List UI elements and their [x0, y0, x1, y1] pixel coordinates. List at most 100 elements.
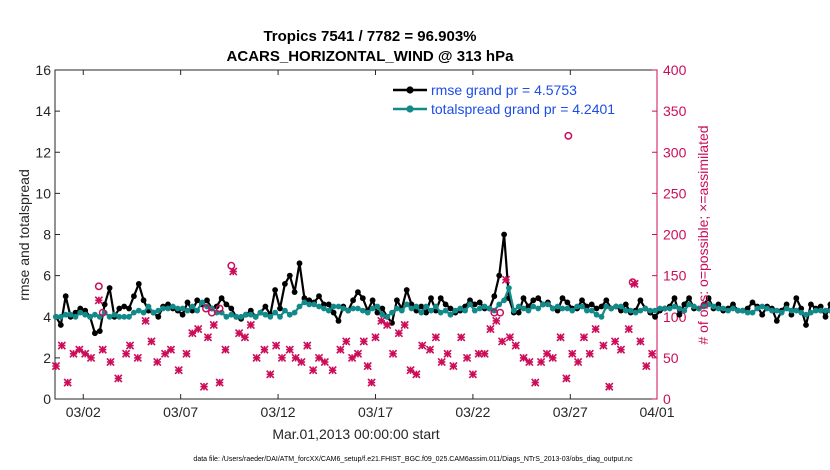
spread-point — [647, 307, 654, 314]
rmse-point — [637, 297, 644, 304]
spread-point — [223, 313, 230, 320]
spread-point — [174, 305, 181, 312]
obs-assimilated-marker — [182, 349, 191, 358]
obs-assimilated-marker — [437, 357, 446, 367]
obs-assimilated-marker — [443, 349, 452, 358]
y-tick-label: 14 — [35, 103, 51, 119]
rmse-point — [335, 318, 342, 324]
spread-point — [739, 307, 746, 314]
spread-point — [720, 305, 727, 312]
spread-point — [291, 309, 298, 316]
spread-point — [530, 303, 537, 310]
rmse-point — [515, 309, 522, 316]
rmse-point — [491, 293, 498, 300]
spread-point — [364, 309, 371, 316]
obs-series — [51, 131, 657, 391]
obs-assimilated-marker — [133, 353, 142, 363]
y-tick-label: 10 — [35, 185, 51, 201]
spread-point — [676, 305, 683, 312]
spread-point — [282, 307, 288, 314]
y2-tick-label: 250 — [663, 185, 687, 201]
obs-assimilated-marker — [359, 337, 368, 346]
rmse-point — [788, 311, 795, 318]
spread-point — [618, 303, 624, 310]
spread-point — [691, 303, 697, 310]
spread-point — [428, 307, 434, 314]
obs-possible-marker — [207, 308, 216, 317]
obs-assimilated-marker — [562, 374, 571, 383]
spread-point — [384, 313, 391, 320]
spread-point — [452, 307, 459, 314]
y2-tick-label: 50 — [663, 350, 679, 366]
obs-assimilated-marker — [605, 382, 614, 391]
spread-point — [652, 307, 658, 314]
spread-point — [262, 311, 269, 318]
x-tick-label: 03/02 — [66, 404, 101, 420]
rmse-point — [131, 293, 137, 300]
rmse-point — [535, 295, 542, 302]
rmse-point — [277, 305, 283, 312]
obs-assimilated-marker — [199, 382, 209, 391]
spread-point — [637, 307, 644, 314]
obs-assimilated-marker — [363, 361, 372, 371]
spread-point — [116, 313, 123, 320]
spread-point — [194, 307, 201, 314]
obs-assimilated-marker — [548, 353, 557, 363]
spread-point — [359, 307, 366, 314]
rmse-point — [359, 295, 366, 302]
obs-assimilated-marker — [371, 333, 380, 342]
spread-point — [608, 305, 615, 312]
obs-assimilated-marker — [377, 316, 386, 326]
y2-axis-label: # of obs: o=possible; ×=assimilated — [695, 125, 711, 344]
rmse-point — [82, 307, 89, 314]
rmse-point — [598, 303, 605, 310]
rmse-point — [676, 311, 683, 318]
spread-point — [554, 303, 561, 310]
spread-point — [710, 303, 717, 310]
rmse-point — [286, 272, 293, 279]
rmse-point — [316, 293, 322, 300]
spread-point — [296, 303, 303, 310]
spread-point — [793, 307, 800, 314]
spread-point — [155, 307, 162, 314]
y-axis-label: rmse and totalspread — [16, 169, 32, 301]
spread-point — [131, 309, 137, 316]
rmse-point — [803, 322, 809, 328]
obs-possible-marker — [98, 308, 107, 317]
rmse-point — [121, 303, 128, 310]
rmse-point — [730, 301, 736, 308]
rmse-point — [77, 305, 84, 312]
chart-title-line2: ACARS_HORIZONTAL_WIND @ 313 hPa — [227, 48, 515, 65]
obs-assimilated-marker — [599, 341, 608, 350]
spread-point — [345, 307, 352, 314]
x-tick-label: 04/01 — [639, 404, 674, 420]
spread-point — [330, 303, 337, 310]
y-tick-label: 6 — [43, 268, 51, 284]
rmse-point — [272, 287, 278, 293]
rmse-point — [92, 330, 98, 337]
x-tick-label: 03/12 — [261, 404, 296, 420]
obs-assimilated-marker — [431, 333, 441, 342]
spread-point — [179, 305, 186, 312]
spread-point — [808, 309, 814, 316]
spread-point — [798, 309, 805, 316]
rmse-point — [218, 295, 225, 302]
rmse-point — [72, 309, 79, 316]
spread-point — [515, 303, 522, 310]
rmse-point — [501, 231, 507, 238]
y-tick-label: 16 — [35, 62, 51, 78]
spread-point — [681, 307, 688, 314]
obs-assimilated-marker — [75, 345, 84, 354]
spread-point — [145, 303, 152, 310]
obs-assimilated-marker — [511, 341, 520, 350]
obs-assimilated-marker — [234, 329, 244, 338]
rmse-point — [467, 297, 473, 304]
spread-point — [53, 313, 59, 320]
obs-assimilated-marker — [260, 345, 269, 354]
y2-tick-label: 0 — [663, 391, 671, 407]
rmse-point — [827, 301, 830, 308]
rmse-point — [588, 301, 595, 308]
obs-assimilated-marker — [492, 316, 501, 326]
spread-point — [549, 305, 556, 312]
rmse-point — [403, 287, 410, 293]
